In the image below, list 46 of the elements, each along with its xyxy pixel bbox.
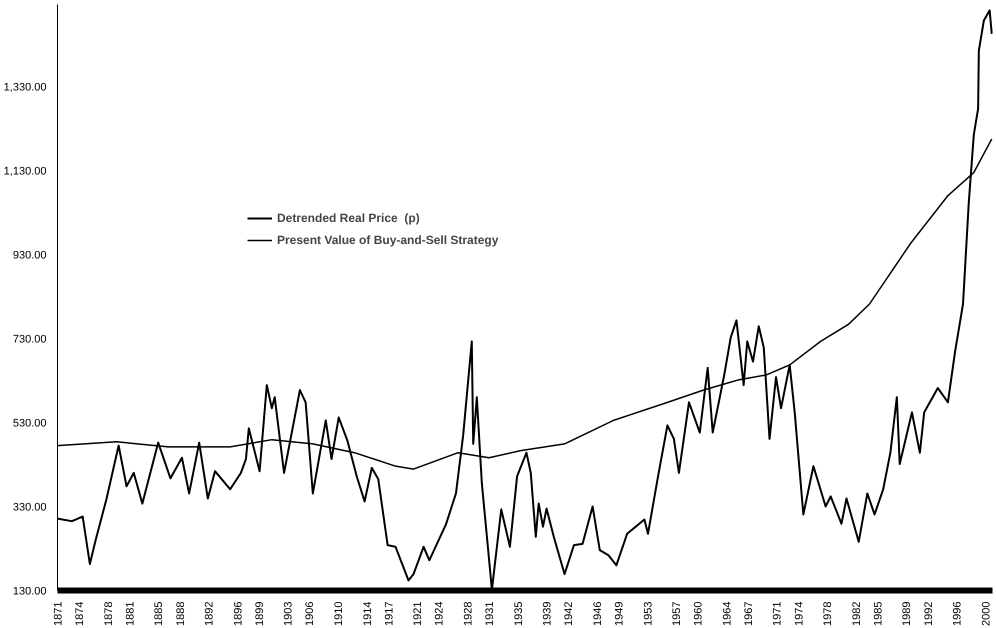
x-tick-label: 1978 bbox=[822, 601, 834, 626]
x-tick-label: 1888 bbox=[174, 601, 187, 626]
x-tick-label: 1974 bbox=[793, 601, 806, 626]
x-tick-label: 1892 bbox=[204, 601, 216, 626]
x-tick-label: 1960 bbox=[692, 601, 705, 626]
x-tick-label: 1896 bbox=[232, 601, 244, 626]
x-tick-label: 1971 bbox=[772, 601, 784, 626]
x-tick-label: 1964 bbox=[721, 601, 734, 626]
x-tick-label: 1874 bbox=[74, 601, 86, 626]
x-tick-label: 1985 bbox=[872, 601, 884, 626]
y-tick-label: 1,130.00 bbox=[4, 165, 47, 178]
y-tick-label: 1,330.00 bbox=[4, 81, 47, 94]
legend-label: Detrended Real Price (p) bbox=[277, 211, 420, 225]
x-tick-label: 2000 bbox=[980, 601, 992, 626]
x-tick-label: 1914 bbox=[362, 601, 374, 626]
x-tick-label: 1982 bbox=[850, 601, 863, 626]
y-tick-label: 730.00 bbox=[12, 333, 47, 346]
x-tick-label: 1878 bbox=[102, 601, 115, 626]
x-tick-label: 1942 bbox=[563, 601, 576, 626]
x-tick-label: 1967 bbox=[742, 601, 755, 626]
x-tick-label: 1871 bbox=[52, 601, 64, 626]
x-tick-label: 1957 bbox=[671, 601, 684, 626]
x-tick-label: 1899 bbox=[254, 601, 266, 626]
x-tick-label: 1996 bbox=[952, 601, 964, 626]
x-tick-label: 1939 bbox=[542, 601, 554, 626]
y-tick-label: 330.00 bbox=[12, 501, 47, 514]
x-tick-label: 1946 bbox=[592, 601, 604, 626]
y-tick-label: 930.00 bbox=[12, 249, 47, 262]
x-tick-label: 1881 bbox=[124, 601, 136, 626]
x-tick-label: 1924 bbox=[434, 601, 446, 626]
x-tick-label: 1921 bbox=[412, 601, 424, 626]
y-tick-label: 530.00 bbox=[12, 417, 47, 430]
x-tick-label: 1935 bbox=[512, 601, 525, 626]
legend-label: Present Value of Buy-and-Sell Strategy bbox=[277, 233, 498, 247]
x-tick-label: 1992 bbox=[922, 601, 935, 626]
x-tick-label: 1885 bbox=[153, 601, 166, 626]
x-tick-label: 1989 bbox=[901, 601, 914, 626]
x-tick-label: 1949 bbox=[614, 601, 626, 626]
x-tick-label: 1910 bbox=[333, 601, 345, 626]
x-tick-label: 1928 bbox=[462, 601, 474, 626]
x-tick-label: 1906 bbox=[304, 601, 316, 626]
x-tick-label: 1953 bbox=[642, 601, 654, 626]
x-tick-label: 1917 bbox=[383, 601, 396, 626]
x-tick-label: 1903 bbox=[282, 601, 295, 626]
y-tick-label: 130.00 bbox=[12, 586, 47, 598]
x-tick-label: 1931 bbox=[484, 601, 496, 626]
